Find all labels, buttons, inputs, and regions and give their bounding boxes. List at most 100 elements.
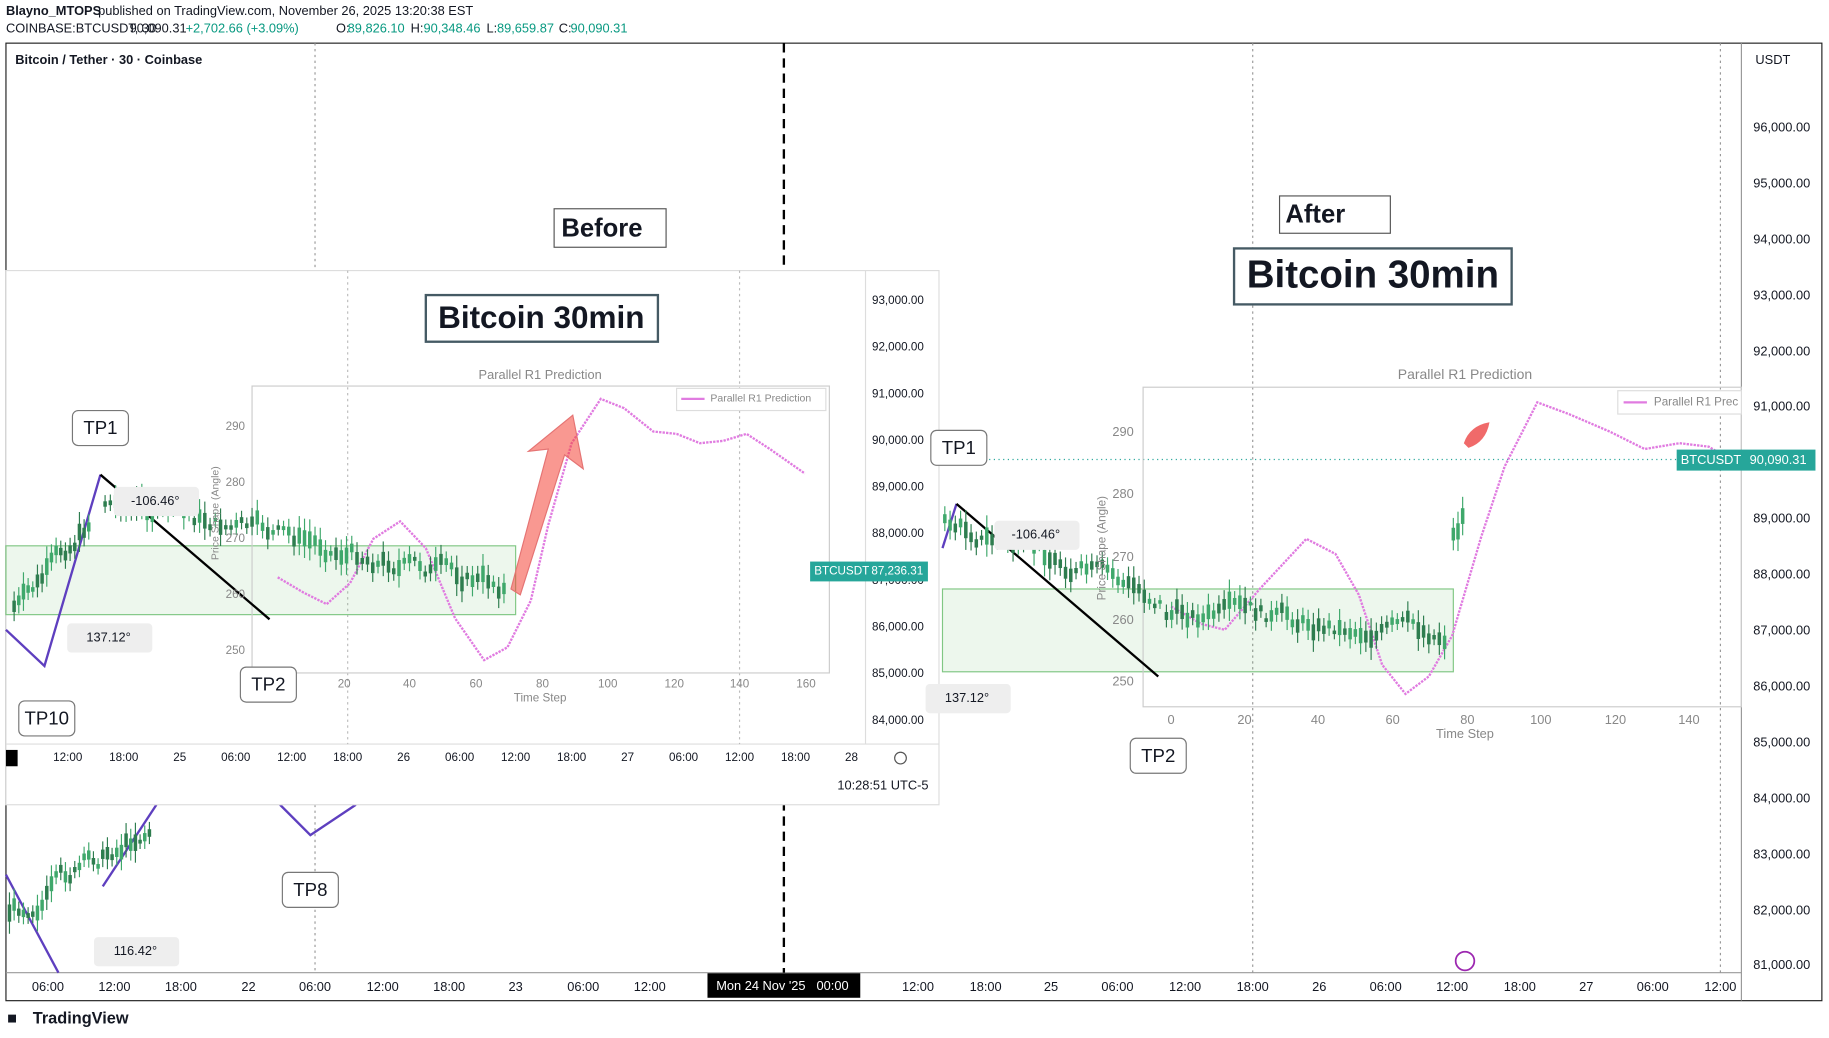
candle-body <box>17 908 21 916</box>
candle-body <box>323 549 328 563</box>
candle-body <box>1190 610 1195 618</box>
candle-body <box>281 526 286 531</box>
plot-title: Parallel R1 Prediction <box>1398 366 1532 382</box>
candle-body <box>63 550 68 561</box>
price-tick-label: 88,000.00 <box>1753 566 1810 581</box>
time-tick-label: 18:00 <box>1504 979 1536 994</box>
candle-body <box>428 564 433 574</box>
plot-frame <box>1142 386 1742 708</box>
price-tick-label: 89,000.00 <box>872 481 924 494</box>
candle-body <box>192 517 197 526</box>
candle-body <box>1301 615 1305 624</box>
candle-body <box>1311 624 1316 641</box>
tp-box <box>281 871 339 908</box>
candle-body <box>491 581 496 587</box>
candle-body <box>1116 576 1120 586</box>
time-tick-label: 12:00 <box>634 979 666 994</box>
time-tick-label: 12:00 <box>98 979 130 994</box>
time-tick-label: 18:00 <box>433 979 465 994</box>
time-tick-label: 06:00 <box>1370 979 1402 994</box>
quote-field: 89,826.10 <box>348 21 405 36</box>
candle-body <box>329 551 333 556</box>
note-box <box>553 208 667 248</box>
note: Before <box>561 215 642 243</box>
candle-body <box>1196 614 1200 628</box>
price-tick-label: 81,000.00 <box>1753 957 1810 972</box>
candle-body <box>1105 564 1110 573</box>
candle-body <box>103 501 107 507</box>
candle-body <box>147 829 152 837</box>
time-tick-label: 12:00 <box>725 751 755 764</box>
candle-body <box>334 547 338 561</box>
candle-body <box>1400 617 1405 622</box>
candle-body <box>138 839 142 844</box>
quote-field: O: <box>336 21 350 36</box>
candle-body <box>1142 589 1147 603</box>
tp-label: TP2 <box>251 674 285 695</box>
quote-field: 90,348.46 <box>423 21 480 36</box>
candle-body <box>1395 619 1400 625</box>
price-tick-label: 93,000.00 <box>872 294 924 307</box>
quote-field: COINBASE:BTCUSDT, 30 <box>6 21 156 36</box>
candle-body <box>365 556 370 565</box>
price-tick-label: 92,000.00 <box>872 341 924 354</box>
candle-body <box>948 519 952 531</box>
plot-x-tick: 40 <box>1311 712 1325 727</box>
crosshair-box <box>707 973 861 998</box>
candle-body <box>1126 576 1131 589</box>
candle-body <box>1185 612 1190 628</box>
inset-panel <box>5 269 940 806</box>
quote-field: 89,659.87 <box>497 21 554 36</box>
candle-body <box>59 547 63 556</box>
candle-body <box>1322 625 1326 634</box>
plot-x-tick: 20 <box>338 678 351 691</box>
price-tag-symbol: BTCUSDT <box>814 565 869 578</box>
time-tick-label: 12:00 <box>277 751 307 764</box>
price-tick-label: 89,000.00 <box>1753 510 1810 525</box>
candle-body <box>990 534 994 546</box>
time-tick-label: 27 <box>621 751 634 764</box>
candle-body <box>465 572 469 580</box>
candle-body <box>313 535 317 546</box>
time-tick-label: 27 <box>1579 979 1593 994</box>
price-tag <box>810 561 928 582</box>
angle-label: 137.12° <box>945 690 989 705</box>
candle-body <box>1201 613 1205 623</box>
tp-label: TP1 <box>942 437 976 458</box>
candle-body <box>292 535 296 547</box>
candle-body <box>287 526 291 536</box>
candle-body <box>142 833 147 842</box>
time-tick-label: 06:00 <box>32 979 64 994</box>
tp-label: TP1 <box>83 417 117 438</box>
author: Blayno_MTOPS <box>6 3 102 18</box>
candle-body <box>1379 623 1384 633</box>
note-box <box>424 293 660 343</box>
plot-x-tick: 100 <box>1530 712 1551 727</box>
candle-body <box>77 862 82 871</box>
tp-box <box>18 700 76 737</box>
candle-body <box>1274 607 1279 615</box>
plot-x-tick: 20 <box>1237 712 1251 727</box>
candle-body <box>1280 602 1284 614</box>
angle-label: 116.42° <box>114 943 157 958</box>
time-tick-label: 25 <box>1044 979 1058 994</box>
candle-body <box>1153 603 1157 609</box>
plot-y-tick: 250 <box>1112 674 1133 689</box>
candle-body <box>318 539 323 556</box>
candle-body <box>213 517 218 522</box>
published: published on TradingView.com, November 2… <box>98 3 473 18</box>
price-tick-label: 85,000.00 <box>1753 734 1810 749</box>
plot-x-tick: 160 <box>796 678 816 691</box>
candle-body <box>1369 630 1373 648</box>
candle-body <box>423 571 427 577</box>
candle-body <box>12 600 16 612</box>
candle-body <box>302 530 307 547</box>
time-tick-label: 18:00 <box>557 751 587 764</box>
candle-body <box>82 527 86 538</box>
time-tick-label: 22 <box>241 979 255 994</box>
time-tick-label: 12:00 <box>1169 979 1201 994</box>
plot-x-tick: 120 <box>1605 712 1626 727</box>
candle-body <box>26 585 30 593</box>
candle-body <box>958 518 963 528</box>
angle-box <box>994 520 1080 550</box>
